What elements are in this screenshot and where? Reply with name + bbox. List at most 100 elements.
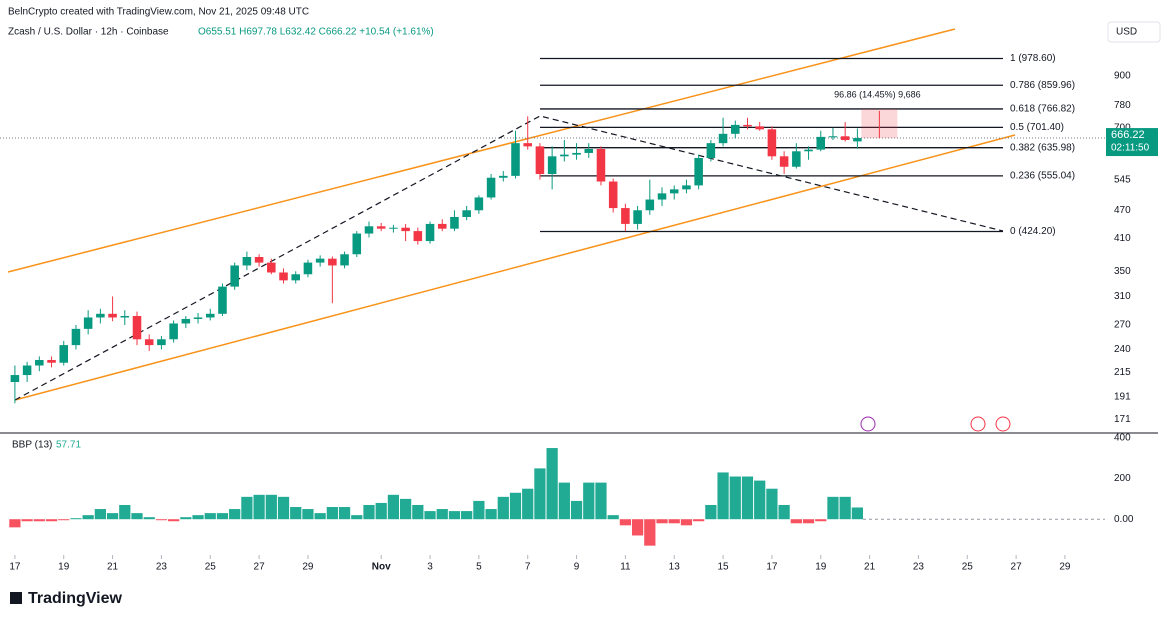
x-tick-label: 11 — [620, 562, 631, 573]
candle-body — [437, 223, 447, 229]
candle-body — [462, 210, 471, 217]
bbp-bar — [741, 476, 754, 520]
candle-body — [218, 286, 227, 314]
candle-body — [352, 233, 362, 255]
x-tick-label: 3 — [427, 562, 433, 573]
trend-dashed — [14, 115, 1004, 401]
candle-body — [731, 124, 740, 134]
candle-body — [669, 189, 679, 194]
bbp-bar — [216, 513, 229, 520]
bbp-bar — [70, 518, 82, 520]
bbp-bar — [131, 513, 143, 520]
y-tick-label: 191 — [1114, 391, 1131, 402]
bbp-bar — [204, 513, 216, 520]
candle-body — [718, 133, 728, 144]
candle-body — [645, 199, 655, 211]
watermark: BelnCrypto created with TradingView.com,… — [8, 7, 309, 18]
fib-label: 1 (978.60) — [1010, 53, 1056, 64]
bbp-bar — [314, 513, 326, 520]
bbp-bar — [265, 494, 277, 520]
indicator-last: 57.71 — [56, 440, 81, 451]
candle-body — [474, 197, 484, 211]
candle-body — [511, 143, 520, 176]
channel-lower — [14, 134, 1016, 401]
bbp-bar — [680, 519, 693, 526]
bbp-bar — [399, 498, 412, 520]
x-tick-label: 17 — [766, 562, 778, 573]
candle-body — [767, 129, 777, 157]
y-tick-label: 410 — [1114, 233, 1131, 244]
bbp-bar — [693, 519, 705, 522]
candle-body — [499, 175, 508, 178]
bbp-bar — [412, 504, 424, 520]
bbp-bar — [607, 515, 619, 520]
candle-body — [157, 339, 166, 346]
y-tick-label: 780 — [1114, 100, 1131, 111]
candle-body — [96, 313, 105, 318]
x-tick-label: 27 — [254, 562, 266, 573]
x-tick-label: 5 — [476, 562, 482, 573]
bbp-bar — [839, 496, 851, 520]
bbp-bar — [9, 519, 21, 528]
bbp-bar — [326, 507, 338, 520]
candle-body — [47, 359, 56, 363]
event-icon[interactable] — [860, 416, 876, 432]
candle-body — [22, 365, 32, 376]
candle-body — [132, 315, 142, 340]
bbp-bar — [509, 492, 522, 520]
bbp-bar — [534, 468, 546, 520]
bbp-bar — [631, 519, 644, 536]
bbp-bar — [119, 504, 131, 520]
candle-body — [828, 136, 838, 138]
candle-body — [608, 181, 618, 209]
candle-body — [633, 210, 642, 224]
y-tick-label: 700 — [1114, 122, 1131, 133]
x-tick-label: 23 — [913, 562, 925, 573]
candle-body — [743, 124, 752, 127]
indicator-name: BBP (13) — [12, 440, 52, 451]
bbp-bar — [717, 472, 729, 520]
bbp-bar — [485, 509, 497, 520]
event-icon[interactable] — [970, 416, 986, 432]
fib-label: 0.618 (766.82) — [1010, 104, 1075, 115]
fib-label: 0 (424.20) — [1010, 226, 1056, 237]
bbp-bar — [448, 511, 461, 520]
candle-body — [572, 152, 581, 155]
y-tick-label: 215 — [1114, 367, 1131, 378]
x-tick-label: 19 — [58, 562, 70, 573]
bbp-bar — [851, 507, 863, 520]
x-tick-label: 25 — [205, 562, 217, 573]
x-tick-label: 21 — [864, 562, 876, 573]
bbp-bar — [558, 482, 570, 520]
candle-body — [144, 339, 154, 346]
bbp-bar — [375, 502, 387, 520]
event-icon[interactable] — [995, 416, 1011, 432]
candle-body — [120, 315, 130, 318]
price-tag-countdown: 02:11:50 — [1111, 143, 1150, 154]
fib-label: 0.5 (701.40) — [1010, 122, 1064, 133]
bbp-bar — [253, 494, 265, 520]
candle-body — [401, 227, 410, 232]
bbp-bar — [766, 488, 778, 520]
candle-body — [682, 185, 691, 190]
x-tick-label: 7 — [525, 562, 531, 573]
bbp-bar — [522, 488, 534, 520]
x-tick-label: 21 — [107, 562, 119, 573]
candle-body — [181, 318, 191, 324]
bbp-bar — [827, 496, 839, 520]
candle-body — [816, 136, 826, 150]
candle-body — [328, 258, 337, 266]
bbp-bar — [45, 519, 58, 522]
bbp-bar — [155, 519, 168, 521]
x-tick-label: 25 — [962, 562, 974, 573]
candle-body — [657, 193, 667, 200]
bbp-bar — [583, 482, 595, 520]
candle-body — [169, 323, 178, 340]
symbol-title: Zcash / U.S. Dollar · 12h · Coinbase — [8, 27, 169, 38]
price-tag — [1106, 128, 1158, 157]
candle-body — [523, 143, 532, 147]
bbp-bar — [58, 519, 70, 521]
currency-button[interactable] — [1107, 21, 1161, 43]
